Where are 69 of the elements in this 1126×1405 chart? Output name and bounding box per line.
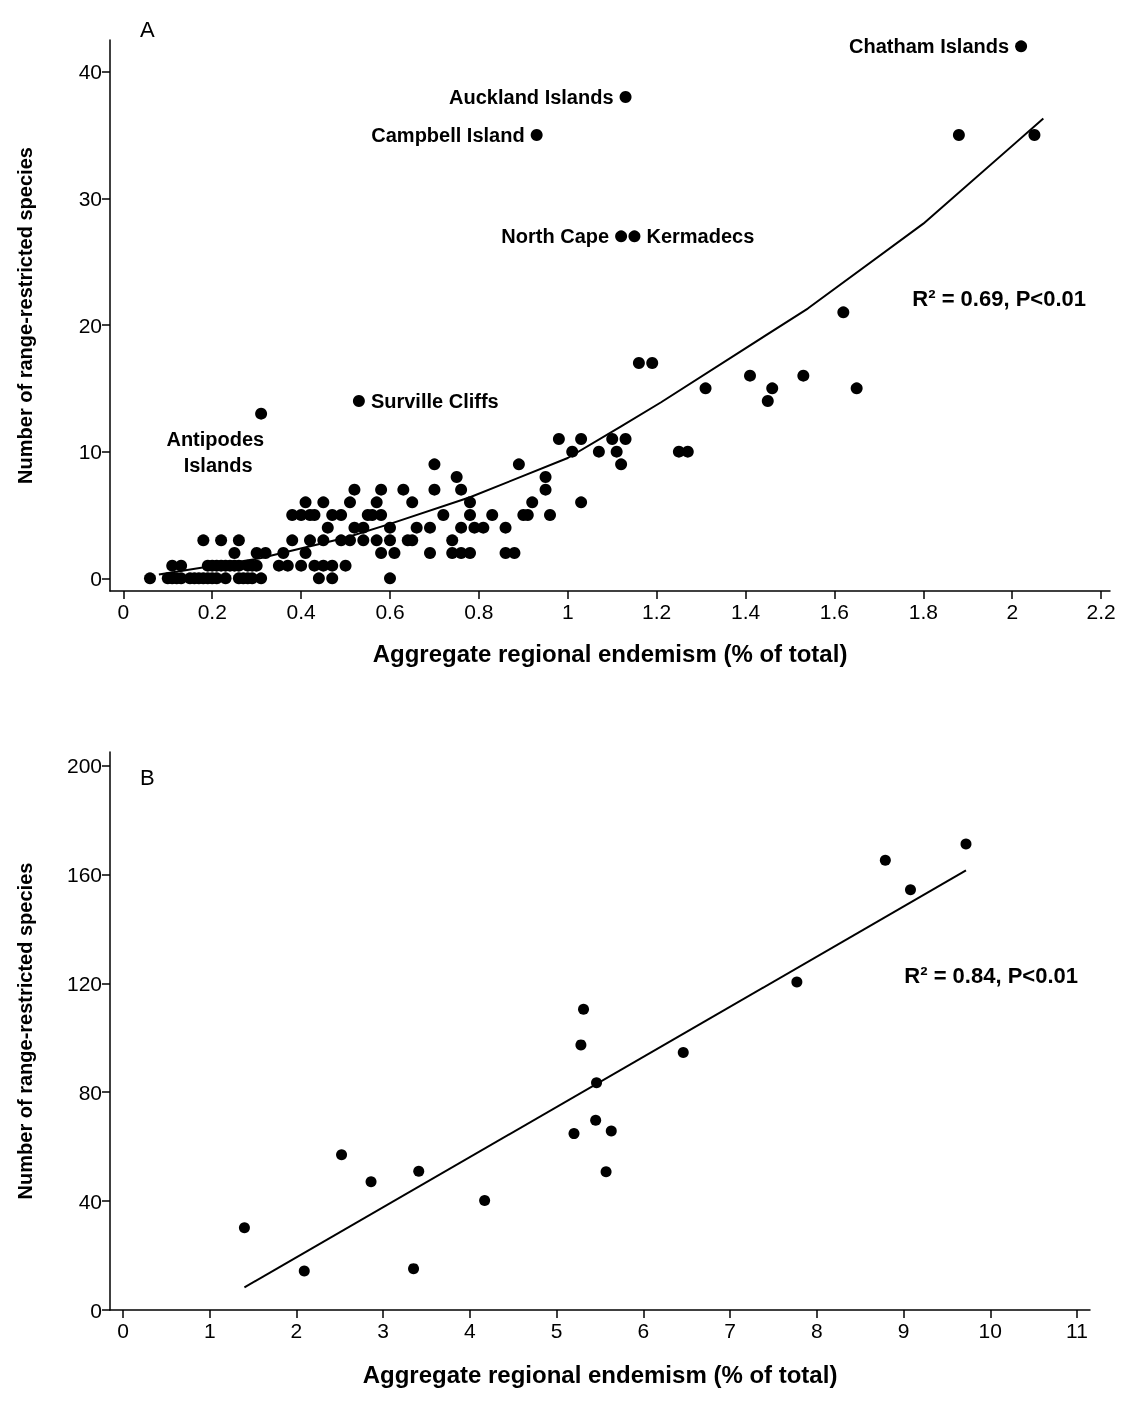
point bbox=[479, 1195, 491, 1207]
point bbox=[413, 1165, 425, 1177]
x-tick-label: 2 bbox=[1006, 600, 1019, 623]
annotation: R² = 0.69, P<0.01 bbox=[912, 286, 1086, 312]
point bbox=[408, 1263, 420, 1275]
y-tick-label: 40 bbox=[78, 60, 102, 84]
x-tick-label: 0 bbox=[117, 600, 130, 623]
x-tick-label: 1 bbox=[561, 600, 574, 623]
x-tick-label: 9 bbox=[897, 1319, 910, 1342]
point bbox=[590, 1114, 602, 1126]
point bbox=[600, 1166, 612, 1178]
point bbox=[568, 1128, 580, 1140]
x-tick-label: 0.8 bbox=[464, 600, 494, 623]
annotation: R² = 0.84, P<0.01 bbox=[904, 962, 1078, 988]
x-tick-label: 1.2 bbox=[642, 600, 672, 623]
x-tick-label: 11 bbox=[1066, 1319, 1088, 1342]
point bbox=[791, 976, 803, 988]
y-tick-label: 200 bbox=[66, 754, 102, 778]
x-tick-label: 4 bbox=[464, 1319, 477, 1342]
x-tick-label: 1.6 bbox=[819, 600, 850, 623]
annotation: North Cape bbox=[501, 225, 610, 248]
annotation: A bbox=[140, 16, 155, 42]
point bbox=[365, 1176, 377, 1188]
y-tick-label: 40 bbox=[78, 1189, 102, 1213]
x-tick-label: 3 bbox=[377, 1319, 390, 1342]
x-tick-label: 0 bbox=[117, 1319, 129, 1342]
x-tick-label: 1.8 bbox=[908, 600, 938, 623]
annotation: Kermadecs bbox=[646, 225, 755, 248]
x-tick-label: 0.2 bbox=[197, 600, 227, 623]
x-axis-title: Aggregate regional endemism (% of total) bbox=[362, 1360, 838, 1388]
x-tick-label: 1.4 bbox=[730, 600, 761, 623]
x-tick-label: 0.4 bbox=[286, 600, 317, 623]
point bbox=[605, 1125, 617, 1137]
y-tick-label: 30 bbox=[78, 186, 102, 210]
point bbox=[298, 1265, 310, 1277]
annotation: Antipodes Islands bbox=[166, 427, 270, 476]
x-tick-label: 6 bbox=[637, 1319, 650, 1342]
x-tick-label: 7 bbox=[724, 1319, 736, 1342]
point bbox=[879, 854, 891, 866]
x-tick-label: 8 bbox=[810, 1319, 823, 1342]
y-tick-label: 10 bbox=[78, 440, 102, 464]
annotation: Auckland Islands bbox=[449, 86, 614, 108]
y-axis-title: Number of range-restricted species bbox=[14, 862, 36, 1200]
x-tick-label: 0.6 bbox=[375, 600, 405, 623]
annotation: B bbox=[140, 764, 155, 790]
y-tick-label: 0 bbox=[90, 1298, 102, 1322]
point bbox=[960, 838, 972, 850]
y-tick-label: 120 bbox=[66, 971, 102, 995]
point bbox=[578, 1003, 590, 1015]
point bbox=[575, 1039, 587, 1051]
point bbox=[336, 1149, 348, 1161]
y-tick-label: 80 bbox=[78, 1080, 102, 1104]
y-tick-label: 160 bbox=[66, 862, 102, 886]
y-axis-title: Number of range-restricted species bbox=[14, 147, 36, 484]
x-axis-title: Aggregate regional endemism (% of total) bbox=[372, 639, 848, 667]
y-tick-label: 0 bbox=[90, 566, 102, 590]
x-tick-label: 2.2 bbox=[1086, 600, 1116, 623]
annotation: Surville Cliffs bbox=[370, 390, 499, 412]
annotation: Campbell Island bbox=[371, 124, 525, 146]
x-tick-label: 2 bbox=[290, 1319, 303, 1342]
x-tick-label: 1 bbox=[203, 1319, 216, 1342]
point bbox=[591, 1077, 603, 1089]
point bbox=[238, 1222, 250, 1234]
x-tick-label: 5 bbox=[550, 1319, 563, 1342]
annotation: Chatham Islands bbox=[849, 35, 1010, 58]
point bbox=[904, 884, 916, 896]
x-tick-label: 10 bbox=[978, 1319, 1002, 1342]
y-tick-label: 20 bbox=[78, 313, 102, 337]
point bbox=[677, 1047, 689, 1058]
